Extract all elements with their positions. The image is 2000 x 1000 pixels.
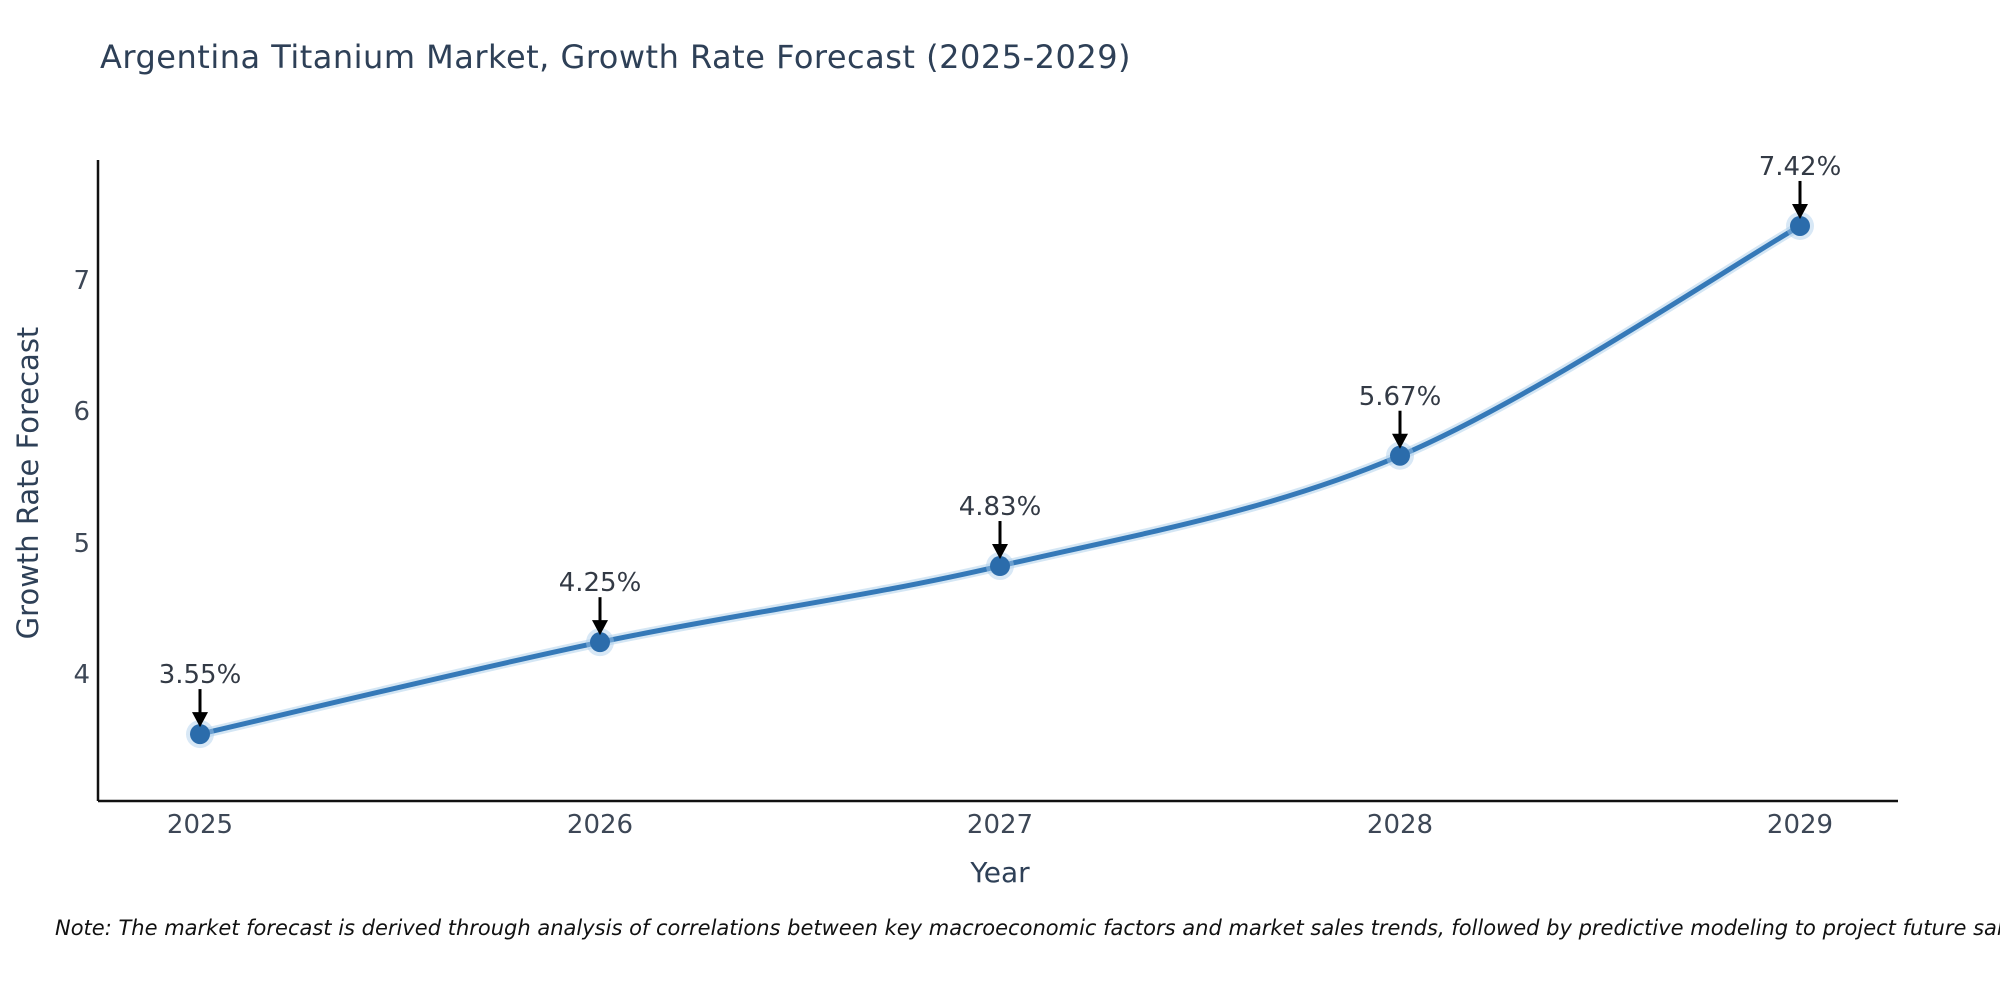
- point-value-annotation: 3.55%: [158, 660, 242, 691]
- point-value-annotation: 7.42%: [1758, 151, 1842, 182]
- annotation-arrow-head: [192, 712, 208, 728]
- y-tick-label: 6: [73, 397, 90, 428]
- y-tick-label: 5: [73, 528, 90, 559]
- annotation-arrow-head: [1392, 433, 1408, 449]
- point-value-annotation: 4.25%: [558, 568, 642, 599]
- x-axis-label: Year: [970, 856, 1030, 889]
- data-point-marker: [1390, 445, 1410, 466]
- annotation-arrow-head: [992, 544, 1008, 560]
- x-tick-label: 2028: [1366, 810, 1434, 840]
- data-point-marker: [1790, 215, 1810, 236]
- x-tick-label: 2025: [166, 810, 234, 840]
- x-tick-label: 2029: [1766, 810, 1834, 840]
- annotation-arrow-head: [592, 620, 608, 636]
- footnote: Note: The market forecast is derived thr…: [55, 916, 2000, 940]
- x-tick-label: 2026: [566, 810, 634, 840]
- data-point-marker: [590, 632, 610, 653]
- annotation-arrow-head: [1792, 203, 1808, 219]
- data-point-marker: [190, 724, 210, 745]
- series-line-halo: [195, 220, 1805, 740]
- x-tick-label: 2027: [966, 810, 1034, 840]
- point-value-annotation: 4.83%: [958, 492, 1042, 523]
- point-value-annotation: 5.67%: [1358, 381, 1442, 412]
- data-point-marker: [990, 556, 1010, 577]
- chart-title: Argentina Titanium Market, Growth Rate F…: [100, 38, 1132, 76]
- series-line: [197, 223, 1803, 737]
- y-tick-label: 4: [73, 660, 90, 690]
- y-tick-label: 7: [73, 266, 90, 297]
